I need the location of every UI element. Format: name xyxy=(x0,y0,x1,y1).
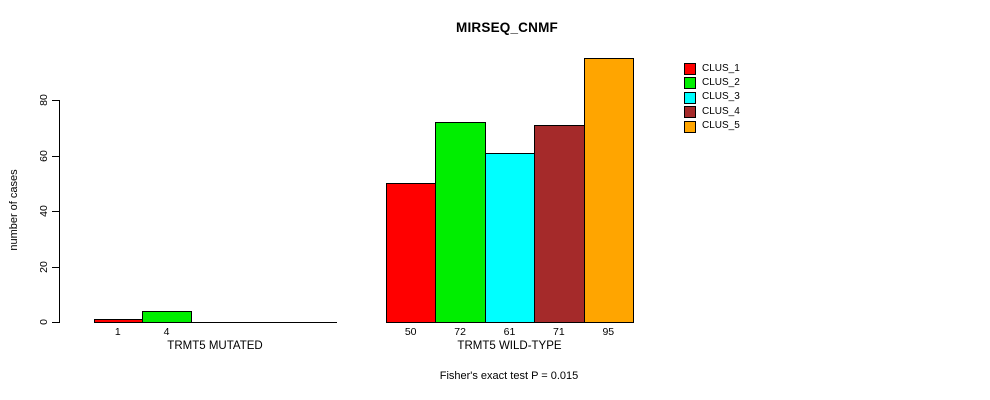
y-tick xyxy=(52,211,59,212)
y-tick xyxy=(52,322,59,323)
chart-title: MIRSEQ_CNMF xyxy=(456,20,558,35)
bar-value-label: 72 xyxy=(454,326,466,338)
y-axis-label: number of cases xyxy=(8,169,20,251)
bar-clus_3 xyxy=(484,153,536,323)
y-tick xyxy=(52,155,59,157)
group-label-trmt5-wild-type: TRMT5 WILD-TYPE xyxy=(457,340,562,352)
bar-clus_2 xyxy=(435,122,486,323)
fisher-test-annotation: Fisher's exact test P = 0.015 xyxy=(439,370,579,382)
y-tick-label: 60 xyxy=(38,149,50,162)
y-tick xyxy=(52,266,59,268)
legend-swatch-clus_3 xyxy=(684,91,696,104)
legend-label-clus_5: CLUS_5 xyxy=(702,120,740,132)
legend-swatch-clus_2 xyxy=(684,77,696,90)
y-axis xyxy=(59,100,60,323)
bar-value-label: 95 xyxy=(602,326,615,338)
y-tick-label: 80 xyxy=(38,94,50,106)
bar-clus_1 xyxy=(93,319,144,323)
bar-clus_4 xyxy=(534,125,585,323)
group-label-trmt5-mutated: TRMT5 MUTATED xyxy=(167,340,263,352)
bar-clus_1 xyxy=(386,183,437,323)
bar-value-label: 71 xyxy=(553,326,565,338)
y-tick-label: 20 xyxy=(38,260,50,273)
group-baseline xyxy=(93,322,337,323)
bar-clus_5 xyxy=(583,58,634,323)
bar-clus_2 xyxy=(142,311,192,323)
legend-swatch-clus_5 xyxy=(684,120,696,133)
y-tick xyxy=(52,100,59,101)
legend-label-clus_2: CLUS_2 xyxy=(702,76,740,88)
legend-swatch-clus_1 xyxy=(684,63,696,75)
bar-value-label: 4 xyxy=(163,326,170,338)
legend-swatch-clus_4 xyxy=(684,106,696,119)
y-tick-label: 40 xyxy=(38,205,50,217)
y-tick-label: 0 xyxy=(38,319,50,325)
bar-value-label: 50 xyxy=(404,326,417,338)
bar-value-label: 61 xyxy=(503,326,516,338)
legend-label-clus_1: CLUS_1 xyxy=(702,62,740,74)
legend-label-clus_3: CLUS_3 xyxy=(702,91,740,103)
bar-value-label: 1 xyxy=(114,326,121,338)
legend-label-clus_4: CLUS_4 xyxy=(702,105,740,117)
